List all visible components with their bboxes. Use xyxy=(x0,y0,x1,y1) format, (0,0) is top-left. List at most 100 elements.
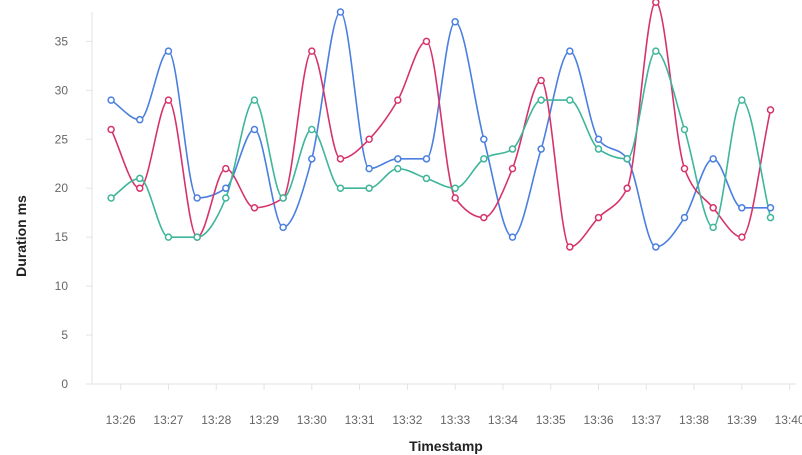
series-3-point[interactable] xyxy=(222,194,230,202)
series-1-point[interactable] xyxy=(107,96,115,104)
y-tick-label: 20 xyxy=(55,181,69,195)
series-3-point[interactable] xyxy=(537,96,545,104)
series-3-point[interactable] xyxy=(480,155,488,163)
series-1-point[interactable] xyxy=(537,145,545,153)
series-2-point[interactable] xyxy=(738,233,746,241)
x-tick-label: 13:39 xyxy=(727,413,757,427)
series-1-point[interactable] xyxy=(193,194,201,202)
series-3-point[interactable] xyxy=(566,96,574,104)
series-3-point[interactable] xyxy=(508,145,517,153)
series-3-point[interactable] xyxy=(652,47,660,55)
series-1-point[interactable] xyxy=(508,233,517,241)
x-tick-label: 13:40 xyxy=(775,413,802,427)
y-tick-label: 25 xyxy=(55,132,69,146)
y-tick-label: 35 xyxy=(55,34,69,48)
x-tick-label: 13:36 xyxy=(583,413,613,427)
series-1-point[interactable] xyxy=(766,204,775,212)
series-2-point[interactable] xyxy=(594,213,603,222)
series-2-point[interactable] xyxy=(422,37,431,46)
series-line-2 xyxy=(110,1,772,248)
series-2-point[interactable] xyxy=(652,0,660,6)
x-axis-title: Timestamp xyxy=(409,438,483,454)
series-2-point[interactable] xyxy=(250,204,259,212)
series-3-point[interactable] xyxy=(250,96,259,104)
x-tick-label: 13:32 xyxy=(392,413,422,427)
series-1-point[interactable] xyxy=(680,213,689,222)
x-tick-label: 13:33 xyxy=(440,413,470,427)
series-2-point[interactable] xyxy=(164,96,173,104)
series-1-point[interactable] xyxy=(394,155,402,163)
series-2-point[interactable] xyxy=(566,243,574,251)
series-1-point[interactable] xyxy=(566,47,574,55)
y-tick-label: 30 xyxy=(55,83,69,97)
axes-layer: 0 5 10 15 20 25 30 35 13:26 13:27 13:28 13:29 13:30 1… xyxy=(55,12,802,427)
series-2-point[interactable] xyxy=(680,164,689,173)
x-tick-label: 13:38 xyxy=(679,413,709,427)
series-2-point[interactable] xyxy=(394,96,402,104)
series-3-point[interactable] xyxy=(451,184,459,192)
x-tick-label: 13:28 xyxy=(201,413,231,427)
series-3-point[interactable] xyxy=(164,233,173,241)
series-1-point[interactable] xyxy=(594,135,603,144)
series-2-point[interactable] xyxy=(107,125,115,134)
series-2-point[interactable] xyxy=(480,213,488,222)
series-3-point[interactable] xyxy=(279,194,287,202)
series-1-point[interactable] xyxy=(222,184,230,192)
series-3-point[interactable] xyxy=(336,184,345,192)
series-1-point[interactable] xyxy=(738,204,746,212)
series-2-point[interactable] xyxy=(537,76,545,85)
series-3-point[interactable] xyxy=(709,223,717,232)
x-tick-label: 13:35 xyxy=(536,413,566,427)
series-3-point[interactable] xyxy=(394,164,402,173)
series-2-point[interactable] xyxy=(766,106,775,114)
series-2-point[interactable] xyxy=(623,184,631,192)
series-3-point[interactable] xyxy=(594,145,603,153)
series-1-point[interactable] xyxy=(451,18,459,26)
series-2-point[interactable] xyxy=(709,204,717,212)
series-3-point[interactable] xyxy=(107,194,115,202)
y-axis-title: Duration ms xyxy=(13,195,29,277)
series-2-point[interactable] xyxy=(136,184,144,192)
series-line-1 xyxy=(110,11,771,248)
series-2-point[interactable] xyxy=(308,47,316,55)
x-tick-label: 13:30 xyxy=(297,413,327,427)
series-2-point[interactable] xyxy=(336,155,345,163)
series-1-point[interactable] xyxy=(365,164,373,173)
series-1-point[interactable] xyxy=(308,155,316,163)
series-1-point[interactable] xyxy=(136,115,144,124)
y-tick-label: 15 xyxy=(55,230,69,244)
series-3-point[interactable] xyxy=(193,233,201,241)
x-tick-label: 13:34 xyxy=(488,413,518,427)
series-3-point[interactable] xyxy=(738,96,746,104)
series-2-point[interactable] xyxy=(451,194,459,202)
series-1-point[interactable] xyxy=(652,243,660,251)
y-tick-label: 10 xyxy=(55,279,69,293)
x-tick-label: 13:29 xyxy=(249,413,279,427)
series-3-point[interactable] xyxy=(680,125,689,134)
series-2-point[interactable] xyxy=(222,164,230,173)
series-3-point[interactable] xyxy=(308,125,316,134)
series-3-point[interactable] xyxy=(136,174,144,183)
series-1-point[interactable] xyxy=(336,8,345,16)
series-2-point[interactable] xyxy=(365,135,373,144)
series-3-point[interactable] xyxy=(365,184,373,192)
series-1-point[interactable] xyxy=(422,155,431,163)
series-1-point[interactable] xyxy=(279,223,287,232)
x-tick-label: 13:27 xyxy=(153,413,183,427)
series-1-point[interactable] xyxy=(250,125,259,134)
x-tick-label: 13:26 xyxy=(106,413,136,427)
y-tick-label: 5 xyxy=(61,328,68,342)
series-3-point[interactable] xyxy=(623,155,631,163)
points-layer xyxy=(107,0,775,251)
series-1-point[interactable] xyxy=(480,135,488,144)
series-2-point[interactable] xyxy=(508,164,517,173)
series-3-point[interactable] xyxy=(422,174,431,183)
series-layer xyxy=(110,1,772,248)
series-3-point[interactable] xyxy=(766,213,775,222)
x-tick-label: 13:31 xyxy=(345,413,375,427)
series-1-point[interactable] xyxy=(164,47,173,55)
y-tick-label: 0 xyxy=(61,377,68,391)
series-1-point[interactable] xyxy=(709,155,717,163)
